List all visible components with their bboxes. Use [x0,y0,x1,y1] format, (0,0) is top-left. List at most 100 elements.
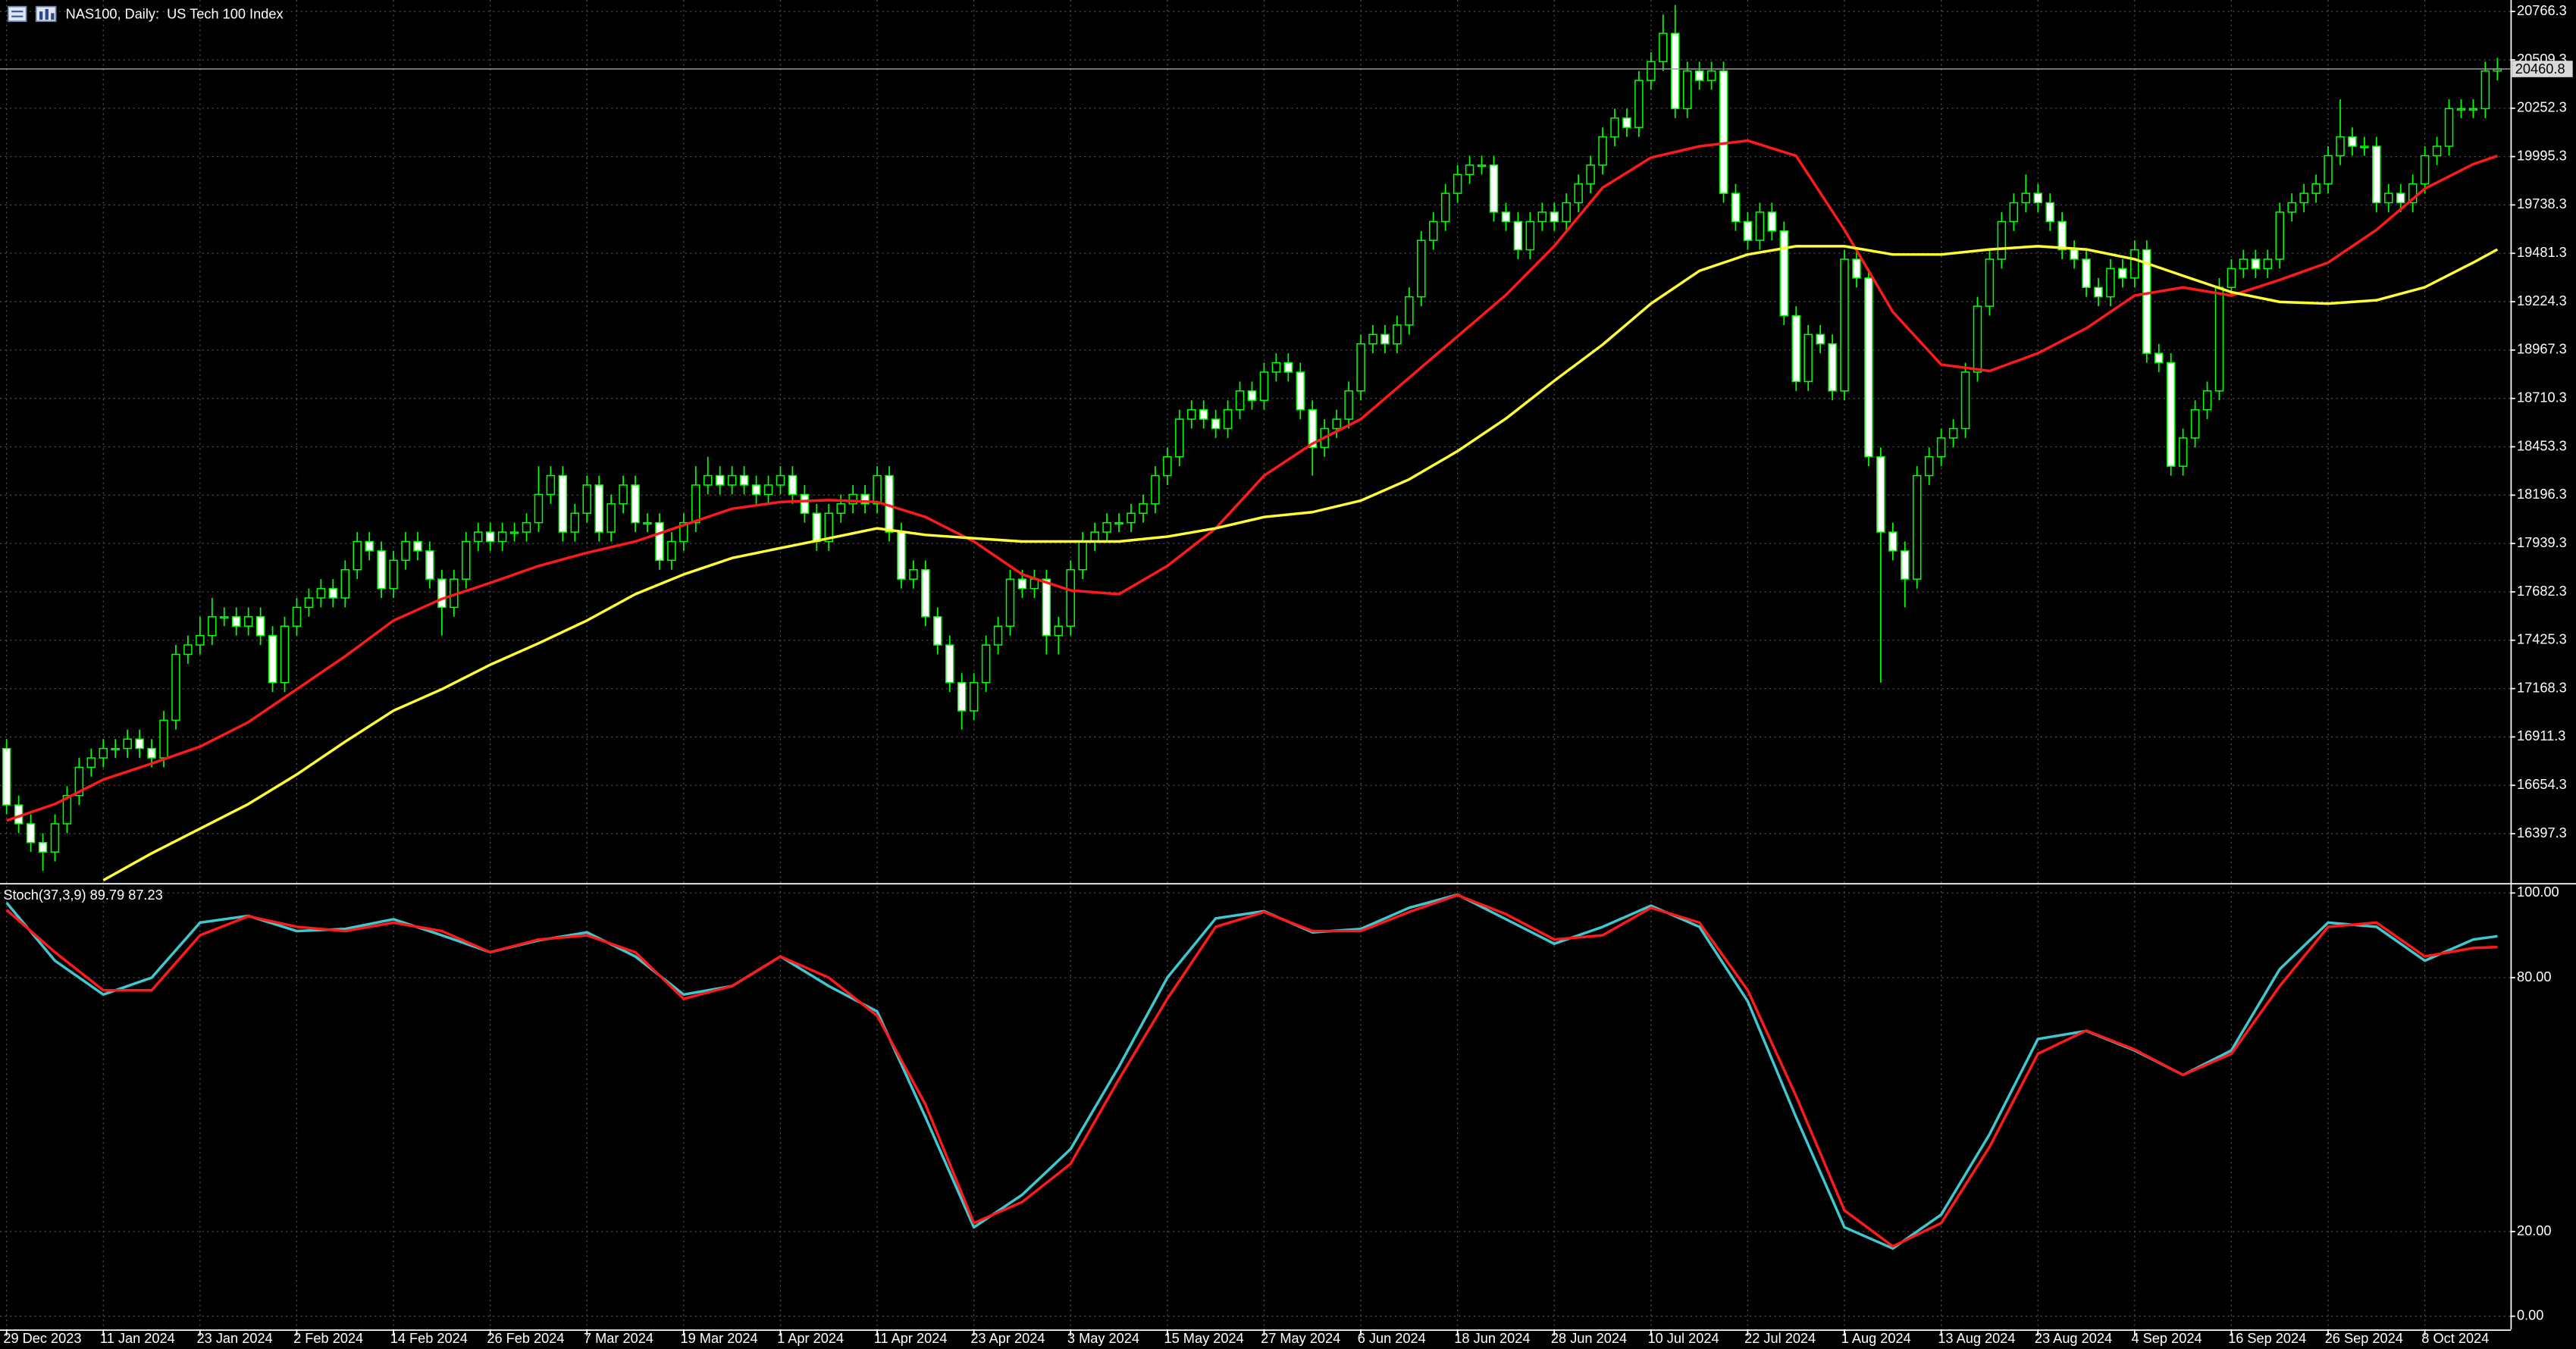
candle-body [1477,164,1487,167]
candle-body [2372,146,2381,204]
candle-body [2468,108,2478,111]
candle-body [340,568,350,599]
candle-body [111,747,120,751]
x-tick-label: 11 Jan 2024 [100,1331,175,1346]
candle-body [897,531,906,580]
candle-body [1102,521,1111,533]
candle-body [2299,192,2308,204]
candle-body [1562,202,1571,223]
candle-body [1211,418,1221,430]
y-tick-label: 17425.3 [2517,632,2567,647]
candle-body [280,625,290,684]
candle-body [776,474,785,486]
candle-body [2202,390,2212,411]
candle-body [1598,136,1607,166]
candle-body [1417,239,1426,298]
price-label: 20460.8 [2515,61,2565,77]
candle-body [328,587,338,599]
candle-body [38,842,48,853]
symbol-icons [7,5,57,23]
candle-body [473,531,483,543]
indicator-line [5,894,2498,1248]
candle-body [1139,503,1148,514]
candle-body [2178,437,2188,467]
x-tick-label: 1 Apr 2024 [777,1331,844,1346]
candle-body [582,484,592,514]
indicator-line [6,139,2498,822]
candle-body [2214,286,2224,392]
candle-body [812,512,822,543]
x-tick-label: 19 Mar 2024 [681,1331,758,1346]
candle-body [2251,258,2261,270]
candle-body [1876,455,1885,533]
candle-body [522,521,531,533]
y-tick-label: 18967.3 [2517,342,2567,357]
candle-body [1235,390,1245,411]
candle-body [1525,221,1535,251]
candle-body [353,540,362,571]
candle-body [123,738,132,750]
candle-body [655,521,664,562]
candle-body [1501,211,1511,223]
y-tick-label: 20766.3 [2517,3,2567,18]
candle-body [1936,437,1946,458]
candle-body [2094,286,2103,298]
candle-body [1066,568,1075,627]
x-tick-label: 1 Aug 2024 [1841,1331,1911,1346]
candle-body [2106,268,2115,298]
candle-body [945,644,954,684]
candle-body [2045,202,2054,223]
candle-body [220,616,229,619]
candle-body [1852,258,1861,279]
candle-body [570,512,580,533]
candle-body [691,484,700,524]
candle-body [1223,408,1233,430]
candle-body [147,747,156,759]
candle-body [1187,408,1196,420]
candle-body [2082,258,2091,289]
candle-body [704,474,713,486]
candle-body [1840,258,1849,392]
y-tick-label: 19481.3 [2517,245,2567,260]
candle-body [969,681,979,712]
x-tick-label: 14 Feb 2024 [390,1331,468,1346]
candle-body [255,616,265,637]
candle-body [1670,33,1680,110]
candle-body [2070,249,2079,260]
x-tick-label: 13 Aug 2024 [1938,1331,2015,1346]
candle-body [1997,221,2007,260]
candle-body [1465,164,1474,176]
candle-body [316,587,326,599]
candle-body [1888,531,1898,552]
candle-body [1356,343,1365,392]
candle-body [933,616,942,646]
x-tick-label: 23 Aug 2024 [2035,1331,2112,1346]
candle-body [1259,371,1269,402]
candle-body [2118,268,2127,279]
candle-body [1791,315,1800,383]
candle-body [2142,249,2151,354]
stoch-plot [5,893,2498,1250]
candle-body [2408,183,2418,204]
candle-body [159,719,168,759]
y-tick-label: 80.00 [2517,969,2552,984]
icon-bar [45,8,49,20]
candle-body [2396,192,2405,204]
candle-body [135,738,144,750]
candle-body [1901,550,1910,580]
candle-body [534,493,544,524]
candle-body [208,616,217,637]
candle-body [2190,408,2200,439]
candle-body [2456,108,2466,111]
candle-body [1005,578,1015,627]
candle-body [1864,277,1873,458]
candle-body [2009,202,2019,223]
chart-title: NAS100, Daily: US Tech 100 Index [66,6,284,21]
candle-body [606,503,616,533]
candle-body [2057,221,2067,251]
y-tick-label: 16911.3 [2517,728,2565,743]
candle-body [497,531,507,543]
candle-body [1694,70,1704,81]
